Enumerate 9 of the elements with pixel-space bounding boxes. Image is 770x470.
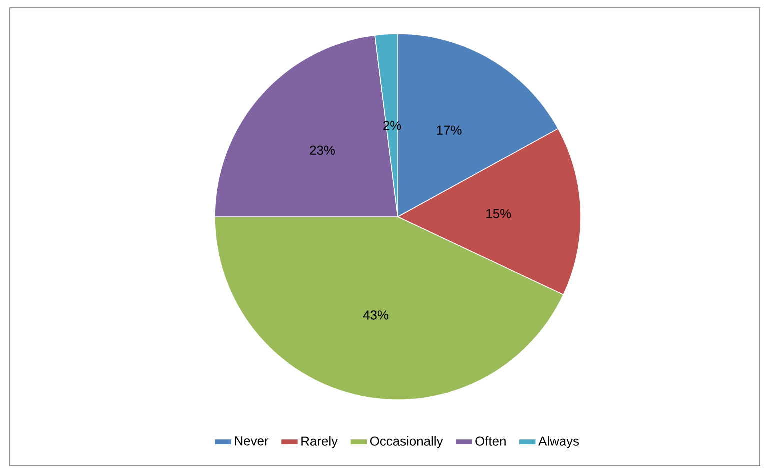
data-label: 23%	[310, 146, 335, 156]
data-label: 43%	[363, 310, 389, 320]
legend-label: Often	[476, 436, 506, 446]
data-label: 17%	[437, 126, 462, 135]
legend-label: Never	[235, 436, 269, 446]
legend-label: Rarely	[302, 436, 338, 448]
legend-label: Occasionally	[370, 436, 444, 448]
legend-label: Always	[538, 436, 580, 448]
data-label: 15%	[486, 209, 512, 218]
